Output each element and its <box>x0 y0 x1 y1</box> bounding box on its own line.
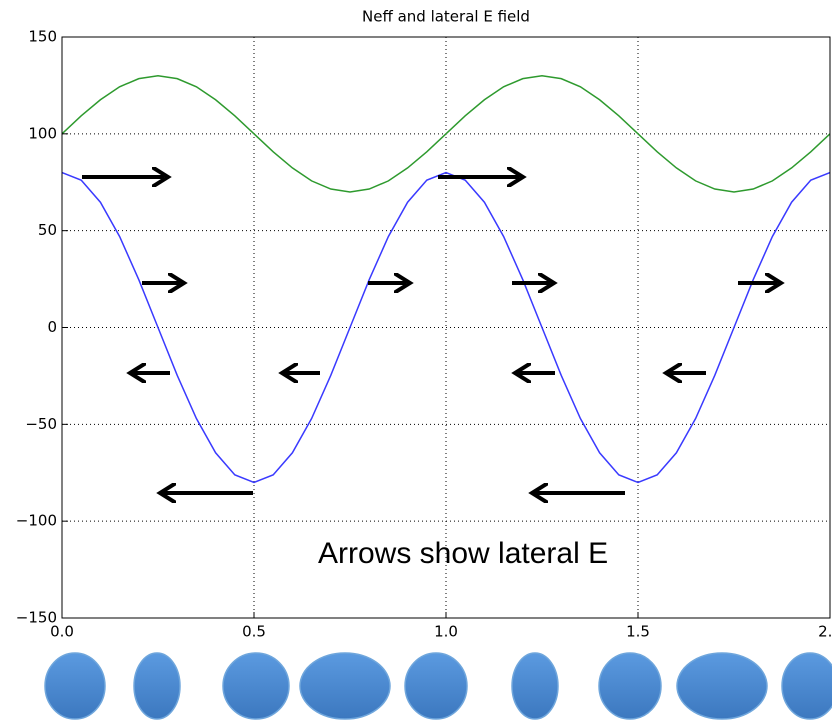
y-tick-label: 150 <box>28 28 57 46</box>
mode-shape <box>781 652 832 720</box>
mode-shapes <box>44 652 832 720</box>
series-line <box>61 74 831 193</box>
y-tick-label: −50 <box>25 415 57 433</box>
x-tick-label: 2.0 <box>818 623 832 641</box>
y-tick-label: 100 <box>28 124 57 142</box>
mode-shape <box>676 652 768 720</box>
x-tick-label: 1.5 <box>626 623 650 641</box>
x-tick-label: 0.0 <box>50 623 74 641</box>
series-line <box>61 171 831 484</box>
y-tick-label: 0 <box>47 318 57 336</box>
mode-shape <box>44 652 106 720</box>
mode-shape <box>299 652 391 720</box>
mode-shape <box>133 652 181 720</box>
chart-title: Neff and lateral E field <box>362 8 530 26</box>
x-tick-label: 0.5 <box>242 623 266 641</box>
mode-shape <box>511 652 559 720</box>
x-tick-label: 1.0 <box>434 623 458 641</box>
y-tick-label: −100 <box>16 512 57 530</box>
mode-shape <box>404 652 468 720</box>
annotation: Arrows show lateral E <box>318 537 608 570</box>
mode-shape <box>222 652 290 720</box>
y-tick-label: −150 <box>16 609 57 627</box>
y-tick-label: 50 <box>38 221 57 239</box>
arrows <box>82 177 777 493</box>
mode-shape <box>598 652 662 720</box>
